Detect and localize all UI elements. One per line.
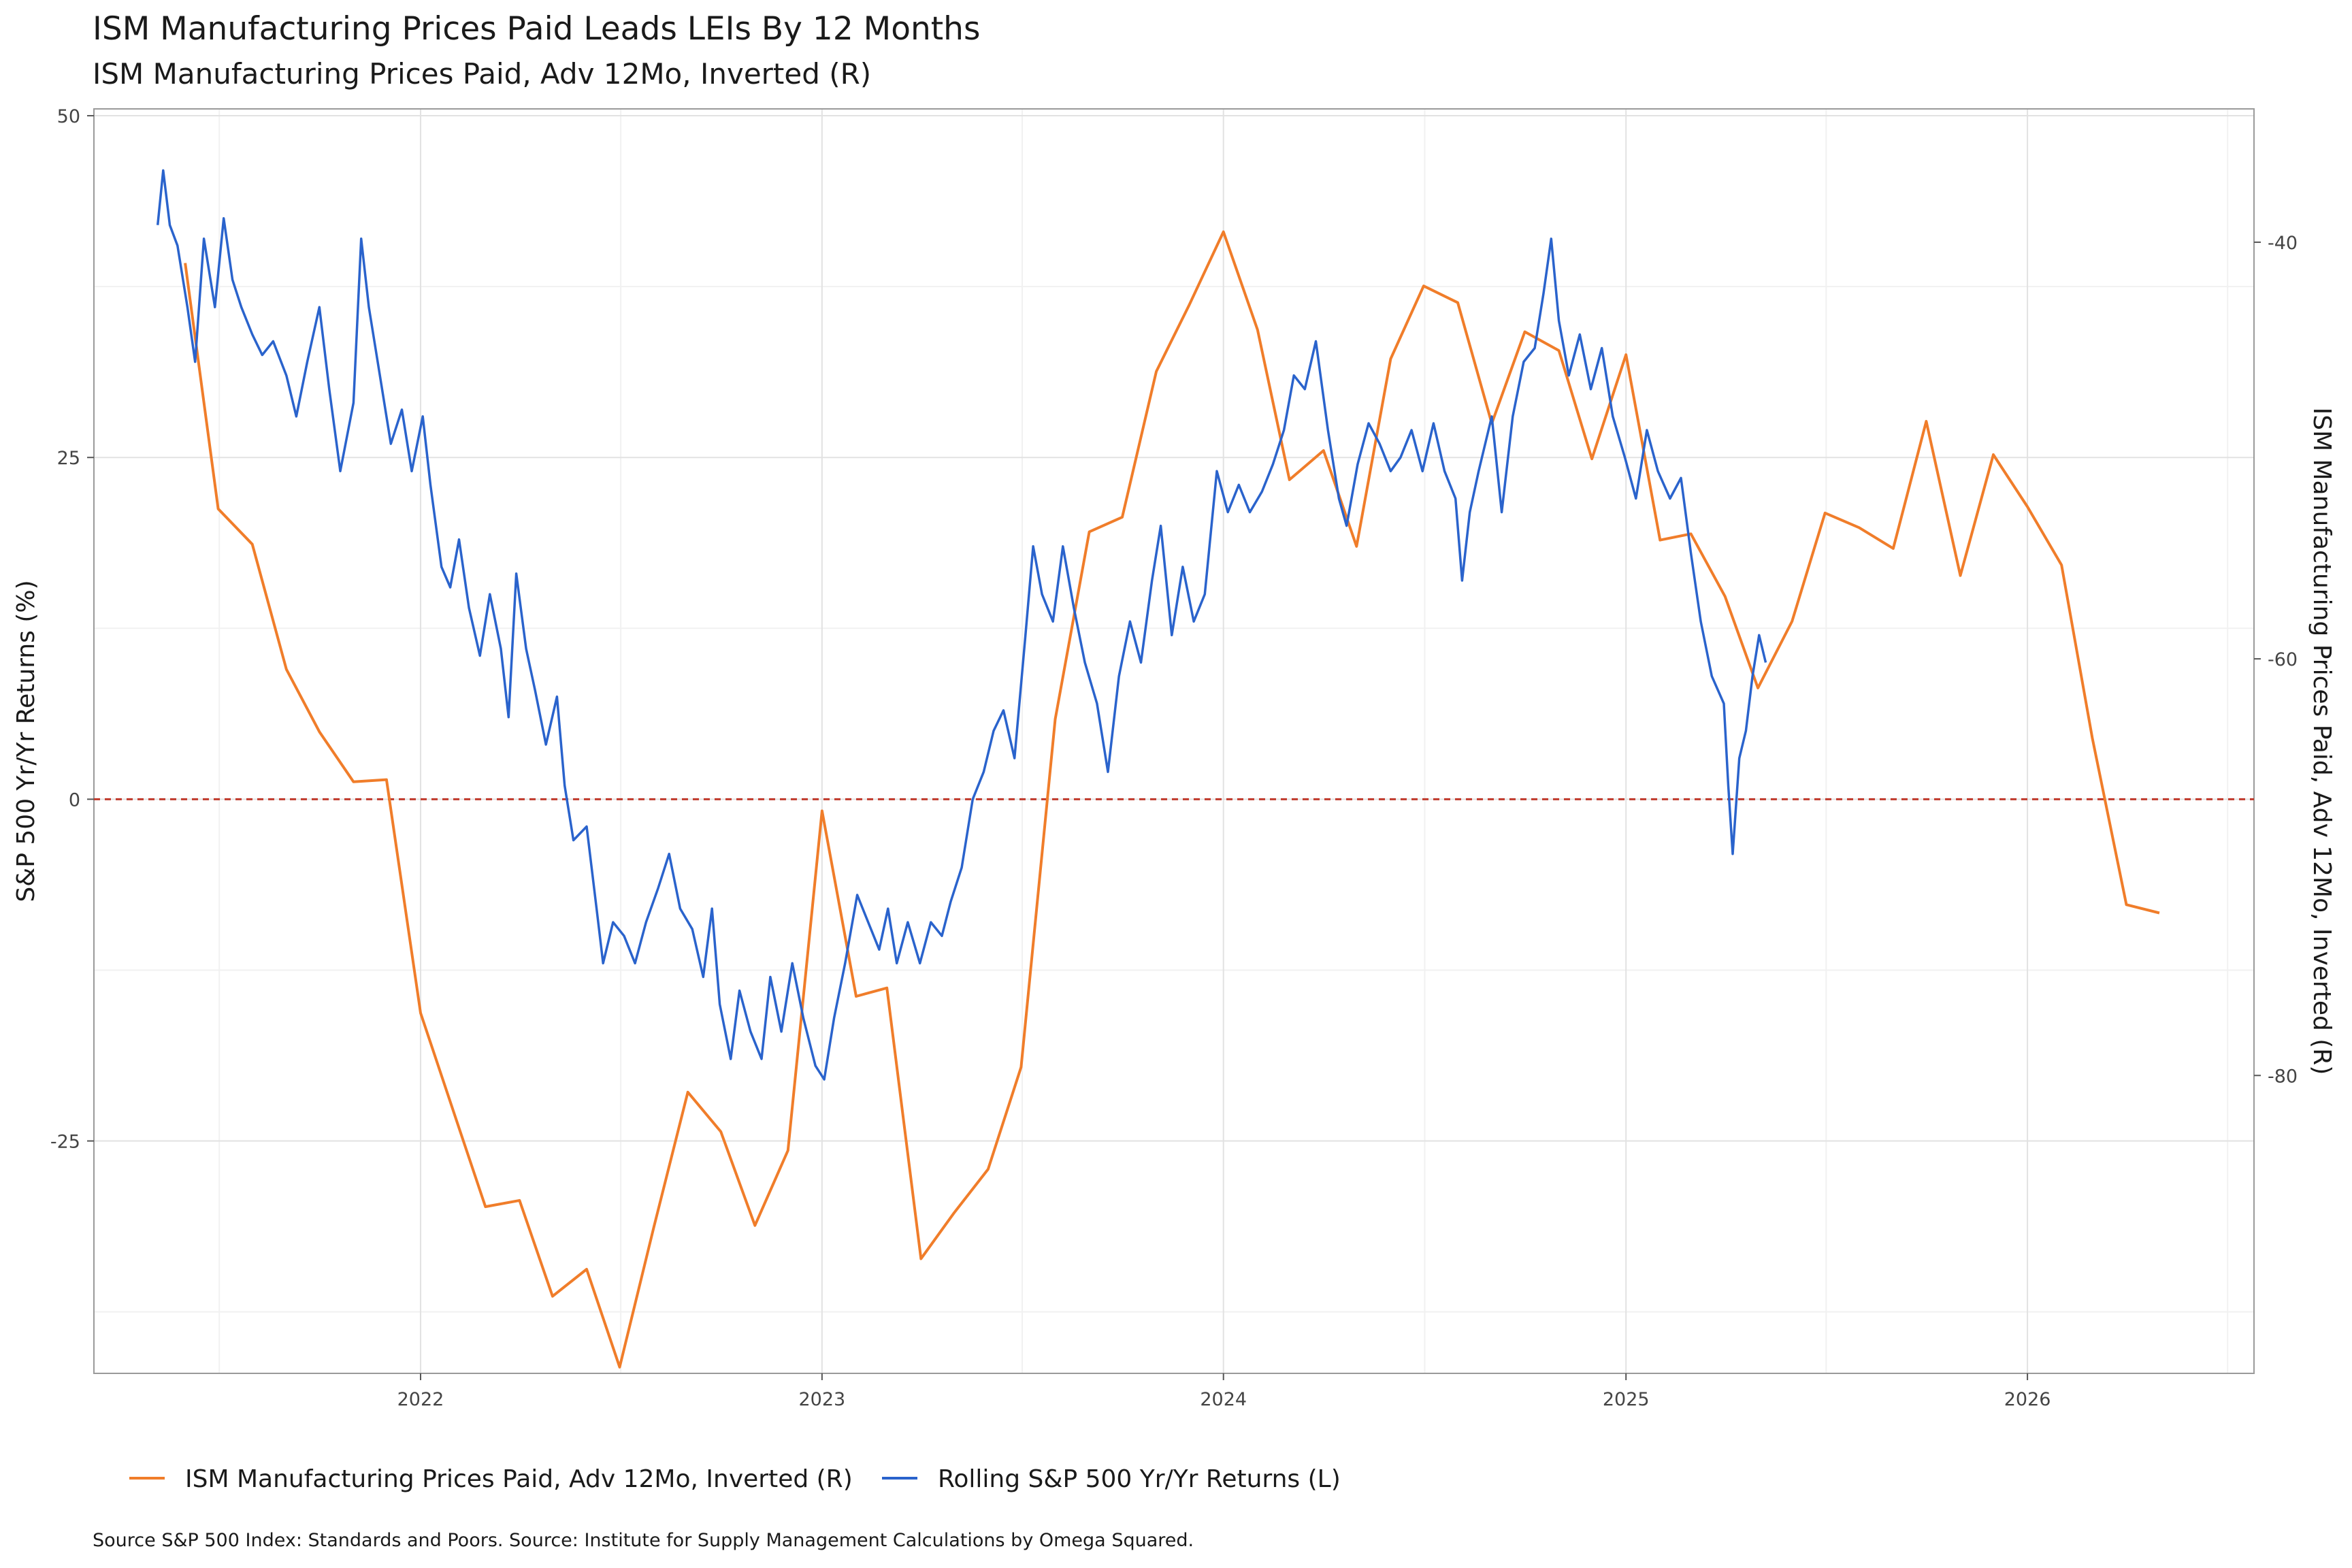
plot-panel-border [93,108,2255,1374]
left-y-tick-label: 50 [57,106,80,127]
source-caption: Source S&P 500 Index: Standards and Poor… [93,1530,1194,1551]
major-gridlines [94,109,2254,1373]
x-tick-label: 2022 [397,1389,444,1410]
x-tick-label: 2024 [1200,1389,1247,1410]
right-y-axis-label: ISM Manufacturing Prices Paid, Adv 12Mo,… [2308,408,2336,1075]
chart-subtitle: ISM Manufacturing Prices Paid, Adv 12Mo,… [93,57,871,91]
x-tick-label: 2025 [1603,1389,1650,1410]
series-line-ism-prices-paid [184,230,2160,1369]
chart-title: ISM Manufacturing Prices Paid Leads LEIs… [93,10,980,48]
series-line-sp500-returns [156,169,1767,1081]
left-y-tick-label: 25 [57,448,80,469]
x-tick-label: 2023 [798,1389,845,1410]
right-y-axis-ticks: -40 -60 -80 [2254,233,2298,1087]
x-axis-ticks: 2022 2023 2024 2025 2026 [397,1373,2051,1410]
right-y-tick-label: -80 [2268,1066,2298,1087]
minor-gridlines [94,109,2254,1373]
left-y-axis-label: S&P 500 Yr/Yr Returns (%) [12,580,40,902]
right-y-tick-label: -60 [2268,649,2298,670]
left-y-tick-label: -25 [50,1132,80,1153]
x-tick-label: 2026 [2004,1389,2051,1410]
left-y-tick-label: 0 [69,789,80,811]
legend: ISM Manufacturing Prices Paid, Adv 12Mo,… [129,1465,1341,1493]
legend-label-sp500: Rolling S&P 500 Yr/Yr Returns (L) [938,1465,1341,1493]
left-y-axis-ticks: 50 25 0 -25 [50,106,94,1153]
legend-label-ism: ISM Manufacturing Prices Paid, Adv 12Mo,… [185,1465,853,1493]
right-y-tick-label: -40 [2268,233,2298,254]
